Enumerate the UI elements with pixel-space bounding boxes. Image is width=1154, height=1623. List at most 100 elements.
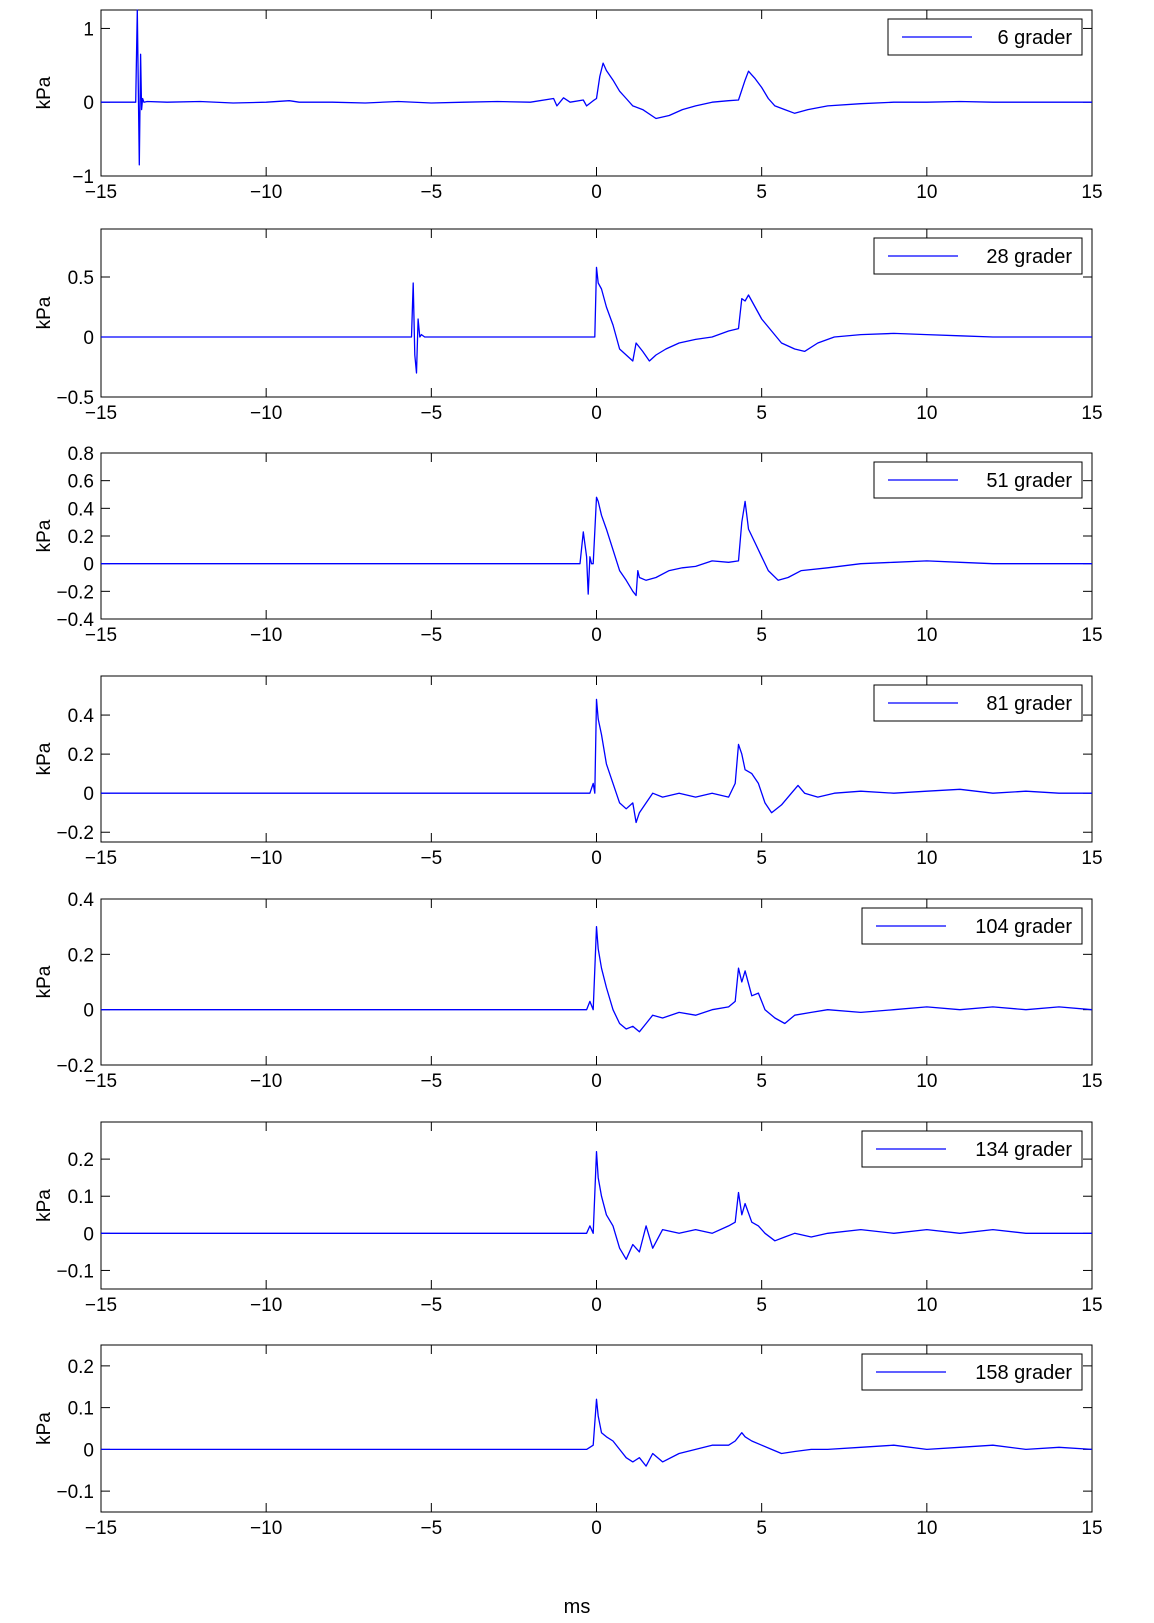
y-tick-label: 0: [83, 1224, 94, 1245]
legend-label: 51 grader: [986, 470, 1072, 492]
x-tick-label: 0: [591, 182, 602, 203]
y-axis-label: kPa: [34, 1189, 55, 1222]
legend-label: 81 grader: [986, 693, 1072, 715]
x-tick-label: 0: [591, 1071, 602, 1092]
y-tick-label: 0: [83, 784, 94, 805]
y-tick-label: 0.6: [68, 472, 94, 493]
y-tick-label: −0.2: [56, 582, 94, 603]
x-tick-label: −15: [85, 1518, 117, 1539]
y-axis-label: kPa: [34, 742, 55, 775]
x-tick-label: −5: [420, 1518, 442, 1539]
y-axis-label: kPa: [34, 76, 55, 109]
series-line: [101, 266, 1092, 374]
y-tick-label: 0.1: [68, 1187, 94, 1208]
y-axis-label: kPa: [34, 965, 55, 998]
x-tick-label: −5: [420, 182, 442, 203]
x-tick-label: 10: [916, 1071, 937, 1092]
y-axis-label: kPa: [34, 519, 55, 552]
x-tick-label: 10: [916, 1518, 937, 1539]
x-tick-label: −10: [250, 182, 282, 203]
x-tick-label: −15: [85, 625, 117, 646]
legend: 158 grader: [861, 1353, 1083, 1391]
x-tick-label: −10: [250, 848, 282, 869]
x-tick-label: 10: [916, 848, 937, 869]
x-tick-label: 15: [1081, 625, 1102, 646]
y-tick-label: 0.2: [68, 1357, 94, 1378]
y-tick-label: 0.2: [68, 527, 94, 548]
x-tick-label: 0: [591, 403, 602, 424]
y-tick-label: 0.1: [68, 1399, 94, 1420]
x-tick-label: 0: [591, 1295, 602, 1316]
legend: 28 grader: [873, 237, 1083, 275]
x-tick-label: 10: [916, 182, 937, 203]
x-tick-label: 15: [1081, 403, 1102, 424]
y-tick-label: 0.4: [68, 706, 95, 727]
x-tick-label: 15: [1081, 182, 1102, 203]
y-tick-label: 1: [83, 19, 94, 40]
x-tick-label: −5: [420, 1071, 442, 1092]
x-tick-label: 0: [591, 848, 602, 869]
y-tick-label: 0.5: [68, 268, 94, 289]
y-tick-label: 0.2: [68, 945, 94, 966]
legend: 81 grader: [873, 684, 1083, 722]
x-tick-label: −10: [250, 403, 282, 424]
x-tick-label: 15: [1081, 1518, 1102, 1539]
y-tick-label: 0: [83, 555, 94, 576]
y-tick-label: 0: [83, 93, 94, 114]
y-tick-label: −0.1: [56, 1261, 94, 1282]
y-tick-label: −0.4: [56, 610, 94, 631]
x-tick-label: 0: [591, 625, 602, 646]
x-tick-label: −15: [85, 182, 117, 203]
x-tick-label: 5: [756, 182, 767, 203]
x-tick-label: −15: [85, 848, 117, 869]
y-tick-label: 0.4: [68, 499, 95, 520]
y-tick-label: −1: [72, 167, 94, 188]
series-line: [101, 1151, 1092, 1260]
x-tick-label: 5: [756, 848, 767, 869]
x-tick-label: 5: [756, 625, 767, 646]
x-tick-label: −10: [250, 625, 282, 646]
x-tick-label: −5: [420, 403, 442, 424]
subplot-3: −15 −10 −5 0 5 10 15 −0.4 −0.2 0 0.2 0.4 0.6 0.8 kPa 51…: [34, 444, 1103, 646]
y-axis-label: kPa: [34, 1412, 55, 1445]
legend-label: 28 grader: [986, 246, 1072, 268]
y-tick-label: −0.1: [56, 1482, 94, 1503]
y-axis-label: kPa: [34, 296, 55, 329]
x-tick-label: 5: [756, 1518, 767, 1539]
y-tick-label: 0: [83, 1440, 94, 1461]
x-tick-label: −10: [250, 1518, 282, 1539]
x-tick-label: 0: [591, 1518, 602, 1539]
x-tick-label: 5: [756, 1071, 767, 1092]
y-tick-label: −0.5: [56, 388, 94, 409]
series-line: [101, 1398, 1093, 1467]
x-tick-label: 15: [1081, 848, 1102, 869]
legend: 134 grader: [861, 1130, 1083, 1168]
y-tick-label: 0.2: [68, 1150, 94, 1171]
series-line: [101, 496, 1092, 597]
y-tick-label: 0.4: [68, 890, 95, 911]
x-tick-label: 10: [916, 625, 937, 646]
x-tick-label: 5: [756, 403, 767, 424]
x-tick-label: 15: [1081, 1071, 1102, 1092]
subplot-7: −15 −10 −5 0 5 10 15 −0.1 0 0.1 0.2 kPa 158 grader: [34, 1344, 1103, 1539]
series-line: [101, 926, 1093, 1033]
x-tick-label: 10: [916, 1295, 937, 1316]
x-tick-label: −5: [420, 848, 442, 869]
x-tick-label: −5: [420, 625, 442, 646]
y-tick-label: 0.8: [68, 444, 94, 465]
legend-label: 134 grader: [975, 1139, 1072, 1161]
x-tick-label: 10: [916, 403, 937, 424]
x-tick-label: 15: [1081, 1295, 1102, 1316]
x-tick-label: −5: [420, 1295, 442, 1316]
legend-label: 6 grader: [998, 27, 1073, 49]
y-tick-label: 0.2: [68, 745, 94, 766]
subplot-2: −15 −10 −5 0 5 10 15 −0.5 0 0.5 kPa 28 grader: [34, 228, 1103, 424]
y-tick-label: 0: [83, 328, 94, 349]
subplot-6: −15 −10 −5 0 5 10 15 −0.1 0 0.1 0.2 kPa 134 grader: [34, 1121, 1103, 1316]
y-tick-label: 0: [83, 1001, 94, 1022]
subplot-5: −15 −10 −5 0 5 10 15 −0.2 0 0.2 0.4 kPa 104 grader: [34, 890, 1103, 1092]
x-tick-label: −15: [85, 403, 117, 424]
legend: 6 grader: [887, 18, 1083, 56]
